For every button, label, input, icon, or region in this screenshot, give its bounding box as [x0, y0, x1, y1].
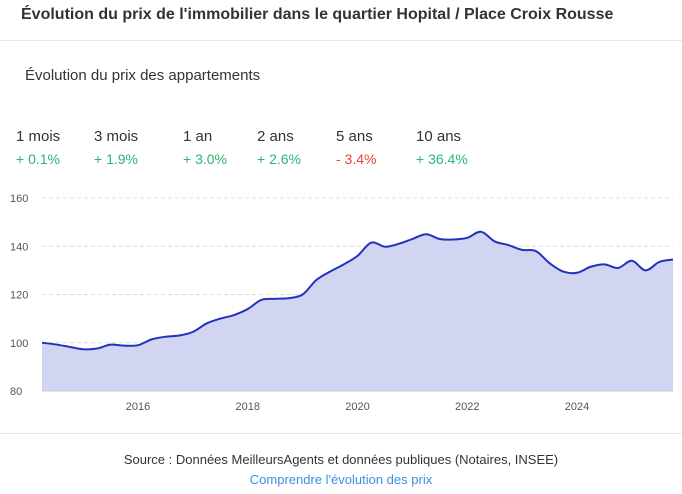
period-10-years[interactable]: 10 ans + 36.4%	[416, 128, 468, 167]
x-tick-label: 2022	[455, 401, 479, 413]
footer: Source : Données MeilleursAgents et donn…	[0, 433, 682, 487]
header: Évolution du prix de l'immobilier dans l…	[0, 0, 682, 41]
source-text: Source : Données MeilleursAgents et donn…	[123, 452, 559, 467]
period-label: 3 mois	[94, 128, 139, 145]
period-label: 5 ans	[336, 128, 373, 145]
period-5-years[interactable]: 5 ans - 3.4%	[336, 128, 376, 167]
y-tick-label: 160	[10, 193, 28, 205]
y-tick-label: 140	[10, 241, 28, 253]
understand-price-evolution-link[interactable]: Comprendre l'évolution des prix	[249, 472, 433, 487]
x-tick-label: 2016	[126, 401, 150, 413]
y-tick-label: 120	[10, 290, 28, 302]
price-evolution-chart: 80 100 120 140 160 2016 2018 2020 2022 2024	[10, 193, 674, 413]
x-tick-label: 2018	[236, 401, 260, 413]
period-summary: 1 mois + 0.1% 3 mois + 1.9% 1 an + 3.0% …	[0, 128, 682, 172]
period-label: 10 ans	[416, 128, 462, 145]
period-1-year[interactable]: 1 an + 3.0%	[183, 128, 227, 167]
period-3-months[interactable]: 3 mois + 1.9%	[94, 128, 138, 167]
y-tick-label: 100	[10, 338, 28, 350]
period-label: 1 an	[183, 128, 213, 145]
period-value: + 0.1%	[16, 151, 60, 167]
period-2-years[interactable]: 2 ans + 2.6%	[257, 128, 301, 167]
period-value: + 1.9%	[94, 151, 138, 167]
period-value: - 3.4%	[336, 151, 377, 167]
period-value: + 36.4%	[416, 151, 468, 167]
period-value: + 3.0%	[183, 151, 227, 167]
x-tick-label: 2024	[565, 401, 589, 413]
x-tick-label: 2020	[345, 401, 369, 413]
period-label: 2 ans	[257, 128, 294, 145]
page-title: Évolution du prix de l'immobilier dans l…	[21, 6, 614, 23]
price-line	[41, 230, 674, 351]
y-tick-label: 80	[10, 386, 22, 398]
chart-subtitle: Évolution du prix des appartements	[25, 67, 261, 84]
price-area	[42, 231, 673, 391]
period-value: + 2.6%	[257, 151, 301, 167]
period-1-month[interactable]: 1 mois + 0.1%	[16, 128, 60, 167]
period-label: 1 mois	[16, 128, 61, 145]
